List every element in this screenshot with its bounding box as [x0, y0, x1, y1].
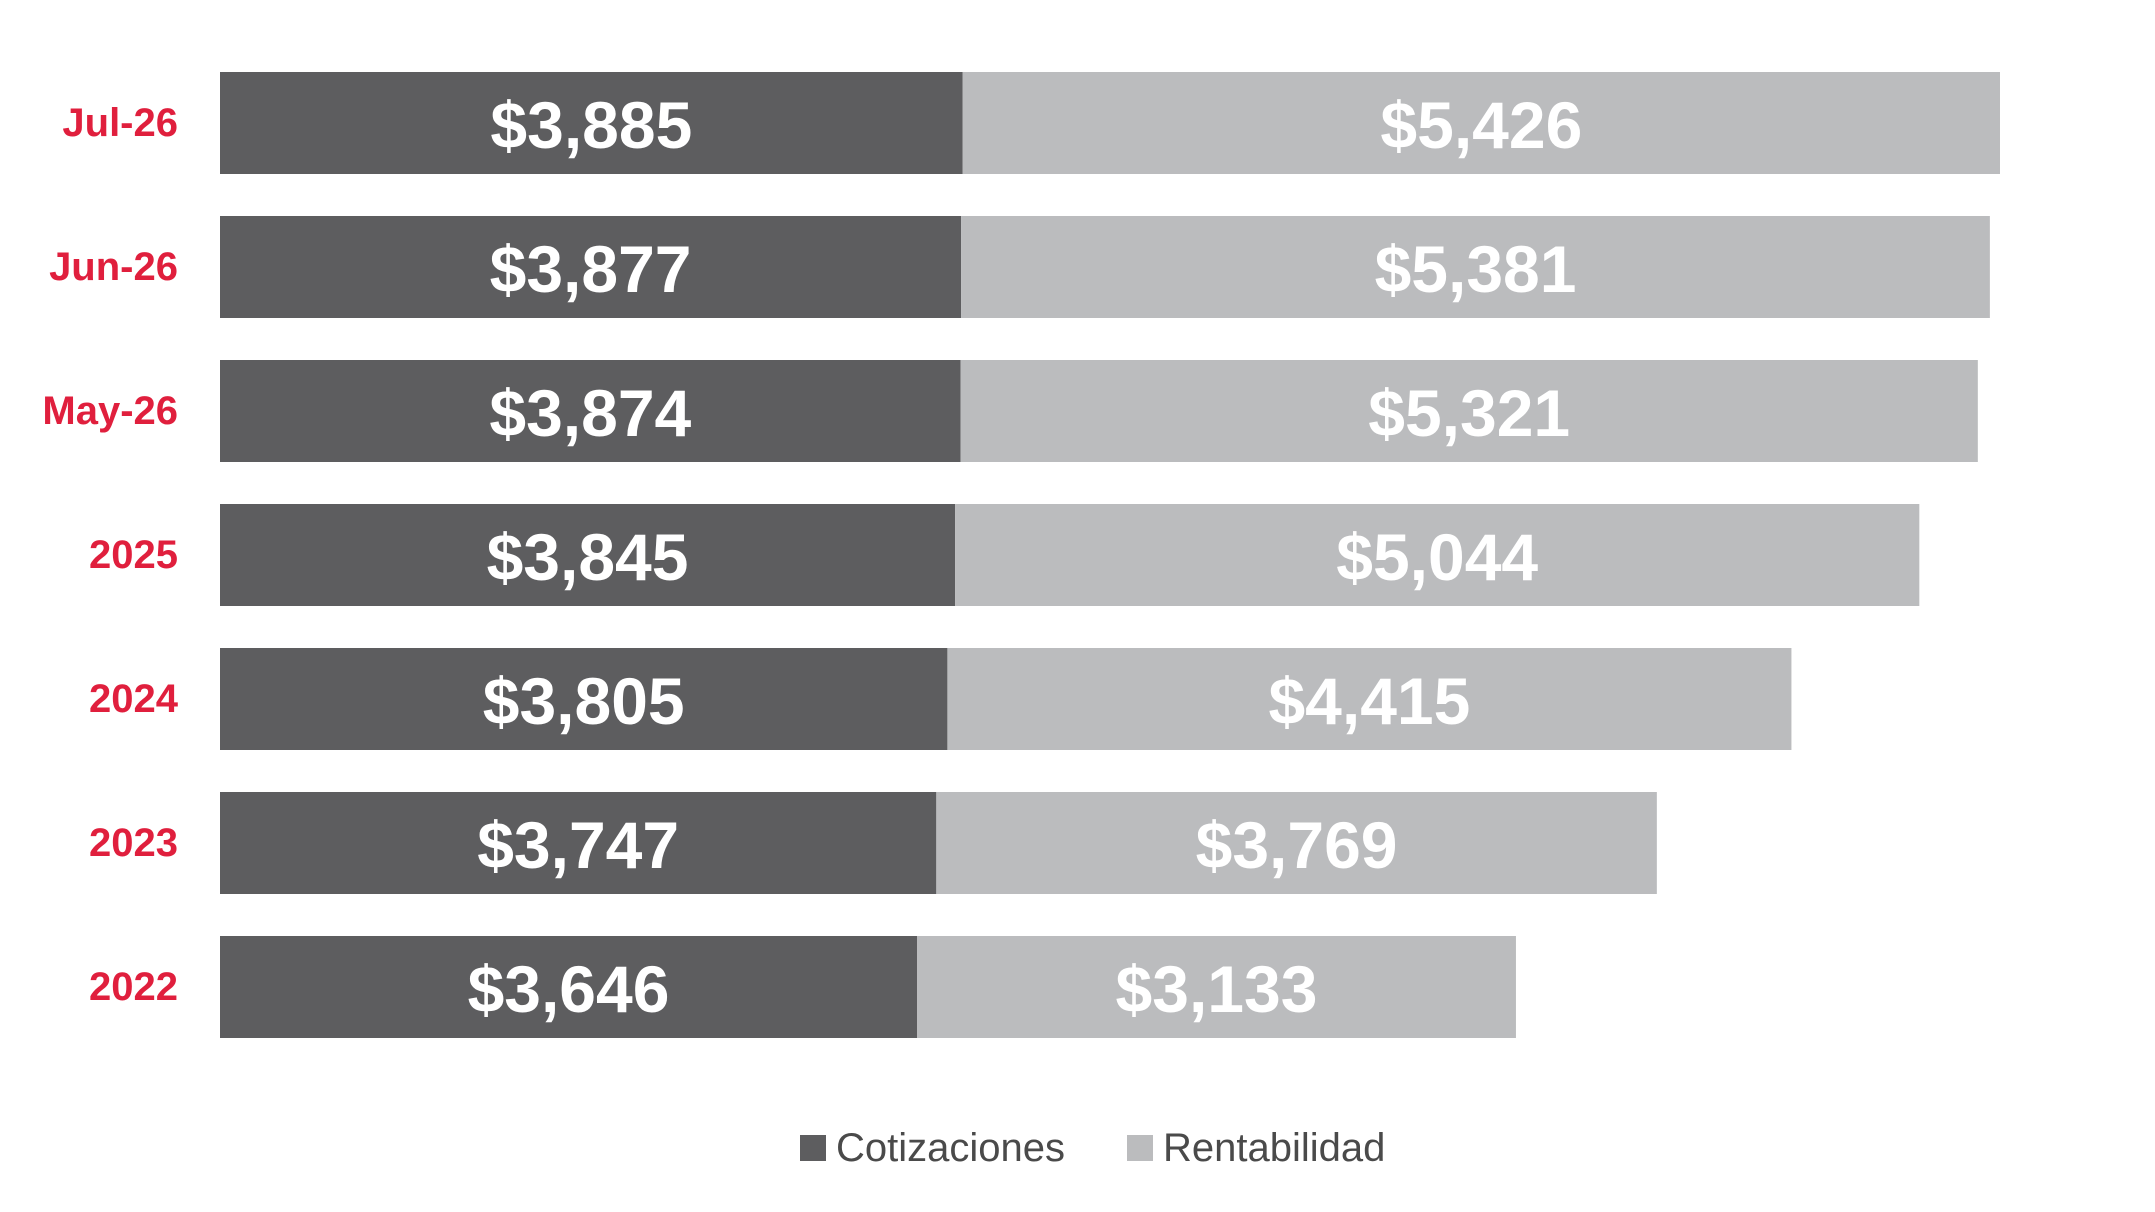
bar-rentabilidad [962, 72, 2001, 174]
legend-label: Cotizaciones [836, 1126, 1065, 1170]
data-label: $5,381 [1375, 232, 1577, 306]
legend: Cotizaciones Rentabilidad [800, 1126, 1385, 1170]
bar-rentabilidad [917, 936, 1516, 1038]
legend-swatch-cotizaciones [800, 1135, 826, 1161]
category-label: Jul-26 [62, 101, 178, 145]
bar-cotizaciones [220, 648, 948, 750]
data-label: $5,426 [1380, 88, 1582, 162]
category-label: 2024 [89, 677, 179, 721]
bar-cotizaciones [220, 792, 937, 894]
bar-rentabilidad [947, 648, 1792, 750]
category-label: May-26 [42, 389, 178, 433]
data-label: $3,885 [490, 88, 692, 162]
bar-rentabilidad [961, 216, 1990, 318]
data-label: $3,747 [477, 808, 679, 882]
bars-layer: Jul-26 $3,885 $5,426 Jun-26 $3,877 $5,381 May-… [42, 72, 2001, 1038]
bar-rentabilidad [960, 360, 1978, 462]
data-label: $5,321 [1368, 376, 1570, 450]
data-label: $3,845 [487, 520, 689, 594]
legend-swatch-rentabilidad [1127, 1135, 1153, 1161]
bar-cotizaciones [220, 504, 956, 606]
data-label: $3,874 [489, 376, 691, 450]
data-label: $3,769 [1196, 808, 1398, 882]
data-label: $3,877 [490, 232, 692, 306]
bar-cotizaciones [220, 936, 918, 1038]
category-label: Jun-26 [49, 245, 178, 289]
data-label: $4,415 [1268, 664, 1470, 738]
bar-cotizaciones [220, 360, 961, 462]
bar-rentabilidad [955, 504, 1920, 606]
data-label: $3,805 [483, 664, 685, 738]
data-label: $3,646 [468, 952, 670, 1026]
bar-cotizaciones [220, 72, 963, 174]
data-label: $3,133 [1116, 952, 1318, 1026]
category-label: 2022 [89, 965, 178, 1009]
bar-rentabilidad [936, 792, 1657, 894]
category-label: 2025 [89, 533, 178, 577]
data-label: $5,044 [1336, 520, 1538, 594]
bar-cotizaciones [220, 216, 962, 318]
category-label: 2023 [89, 821, 178, 865]
legend-label: Rentabilidad [1163, 1126, 1385, 1170]
